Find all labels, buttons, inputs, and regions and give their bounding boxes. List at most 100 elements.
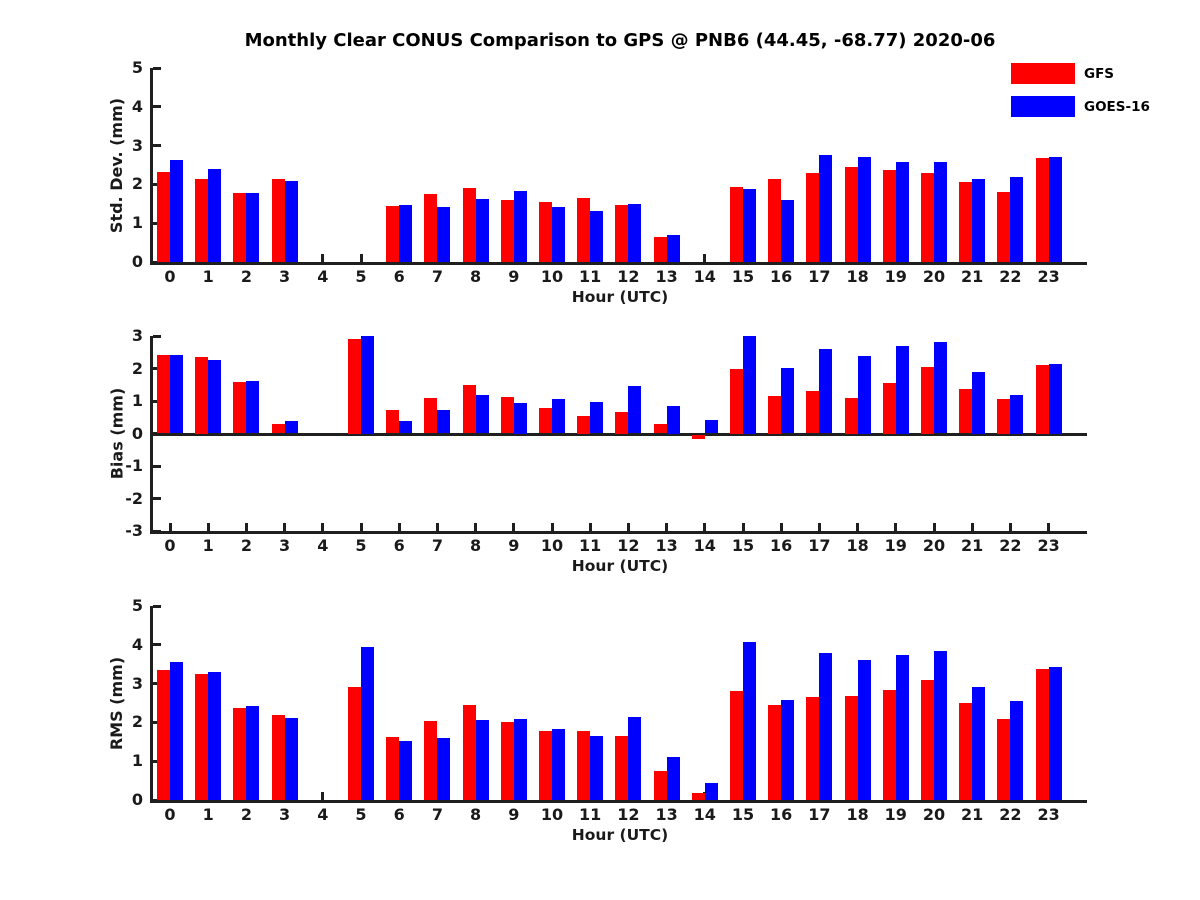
- bar-goes16-hour-6: [399, 740, 413, 800]
- x-tick: [321, 792, 325, 800]
- y-tick-label: 5: [131, 596, 143, 615]
- bar-goes16-hour-15: [743, 642, 756, 800]
- x-tick: [206, 523, 210, 531]
- goes16-color-swatch: [1011, 96, 1075, 117]
- y-tick: [153, 144, 161, 148]
- x-tick-label: 1: [202, 267, 214, 286]
- bar-gfs-hour-12: [615, 204, 629, 262]
- bar-goes16-hour-12: [628, 203, 642, 262]
- bar-goes16-hour-9: [513, 402, 527, 434]
- x-tick-label: 19: [884, 536, 907, 555]
- stddev-axis-label: Std. Dev. (mm): [107, 97, 127, 233]
- x-tick-label: 15: [731, 805, 755, 824]
- y-tick-label: -1: [125, 456, 143, 475]
- bar-goes16-hour-5: [361, 336, 374, 434]
- legend: GFS GOES-16: [1011, 63, 1150, 129]
- y-tick-label: -2: [125, 488, 143, 508]
- y-tick: [153, 643, 161, 647]
- x-tick-label: 7: [431, 267, 443, 286]
- bar-gfs-hour-1: [195, 357, 209, 434]
- bar-goes16-hour-8: [475, 199, 489, 262]
- bar-goes16-hour-12: [628, 385, 642, 434]
- bar-gfs-hour-22: [997, 719, 1011, 800]
- x-tick: [779, 523, 783, 531]
- x-tick-label: 1: [202, 805, 214, 824]
- rms-axis-label: RMS (mm): [107, 656, 127, 750]
- x-tick-label: 14: [693, 267, 716, 286]
- y-tick-label: 4: [131, 634, 143, 654]
- x-tick-label: 9: [508, 267, 520, 286]
- x-axis-spine: [150, 800, 1087, 803]
- bar-gfs-hour-15: [730, 691, 743, 800]
- bar-gfs-hour-12: [615, 736, 629, 800]
- y-tick-label: 3: [131, 326, 143, 345]
- x-tick-label: 13: [655, 267, 678, 286]
- bar-gfs-hour-7: [424, 194, 438, 262]
- x-tick-label: 2: [240, 267, 252, 286]
- x-tick: [741, 523, 745, 531]
- bar-gfs-hour-5: [348, 687, 361, 800]
- x-tick-label: 14: [693, 805, 716, 824]
- bar-gfs-hour-7: [424, 721, 438, 800]
- bar-gfs-hour-13: [653, 237, 667, 262]
- x-tick: [359, 523, 363, 531]
- bar-goes16-hour-20: [934, 341, 947, 434]
- bar-gfs-hour-18: [844, 696, 858, 800]
- x-tick-label: 8: [470, 536, 482, 555]
- x-tick-label: 20: [922, 536, 946, 555]
- bar-goes16-hour-13: [666, 234, 680, 262]
- bar-goes16-hour-3: [284, 180, 298, 262]
- x-tick: [512, 523, 516, 531]
- bar-gfs-hour-10: [539, 731, 552, 800]
- x-tick-label: 8: [470, 805, 482, 824]
- bias-panel: Bias (mm) Hour (UTC) 3 2 1 0 -1 -2 -3 0 1 2 3 4 5 6 7 8…: [0, 327, 1200, 575]
- y-tick: [153, 260, 161, 264]
- y-tick: [153, 464, 161, 468]
- bar-gfs-hour-10: [539, 202, 552, 262]
- y-tick: [153, 604, 161, 608]
- x-tick-label: 9: [508, 536, 520, 555]
- bar-goes16-hour-19: [895, 162, 909, 262]
- bar-gfs-hour-17: [806, 390, 820, 434]
- x-tick-label: 5: [355, 267, 367, 286]
- x-tick: [435, 523, 439, 531]
- x-axis-spine: [150, 262, 1087, 265]
- bar-gfs-hour-2: [233, 192, 247, 262]
- x-tick-label: 18: [846, 267, 869, 286]
- bar-gfs-hour-20: [921, 172, 934, 262]
- y-tick-label: 2: [131, 712, 143, 732]
- x-tick: [474, 523, 478, 531]
- x-tick-label: 23: [1037, 267, 1060, 286]
- x-tick: [1047, 523, 1051, 531]
- bar-gfs-hour-9: [500, 722, 514, 800]
- bar-gfs-hour-6: [386, 409, 400, 434]
- x-tick-label: 22: [999, 805, 1022, 824]
- x-tick-label: 4: [317, 805, 329, 824]
- x-tick-label: 20: [922, 267, 946, 286]
- bias-xaxis-label: Hour (UTC): [571, 557, 669, 575]
- y-tick: [153, 105, 161, 109]
- bar-gfs-hour-14: [691, 793, 705, 800]
- chart-title: Monthly Clear CONUS Comparison to GPS @ …: [244, 30, 996, 51]
- bar-goes16-hour-0: [170, 160, 183, 262]
- x-tick-label: 6: [393, 805, 405, 824]
- bar-gfs-hour-12: [615, 412, 629, 434]
- x-tick-label: 12: [617, 536, 640, 555]
- bar-goes16-hour-18: [857, 659, 871, 800]
- rms-panel: RMS (mm) Hour (UTC) 0 1 2 3 4 5 0 1 2 3 4 5 6 7 8 9 10 11…: [0, 597, 1200, 844]
- stddev-xaxis-label: Hour (UTC): [571, 288, 669, 306]
- bar-gfs-hour-22: [997, 399, 1011, 434]
- bar-goes16-hour-15: [743, 336, 756, 434]
- y-tick-label: 0: [131, 790, 143, 809]
- y-tick-label: 2: [131, 174, 143, 194]
- x-tick-label: 1: [202, 536, 214, 555]
- legend-item-goes16: GOES-16: [1011, 96, 1150, 117]
- x-tick: [970, 523, 974, 531]
- x-tick-label: 11: [579, 267, 602, 286]
- y-tick-label: 1: [131, 213, 143, 233]
- bar-gfs-hour-9: [500, 199, 514, 262]
- bar-goes16-hour-7: [437, 737, 451, 800]
- bar-goes16-hour-1: [208, 359, 222, 434]
- x-tick-label: 21: [961, 536, 984, 555]
- bar-goes16-hour-10: [552, 729, 565, 800]
